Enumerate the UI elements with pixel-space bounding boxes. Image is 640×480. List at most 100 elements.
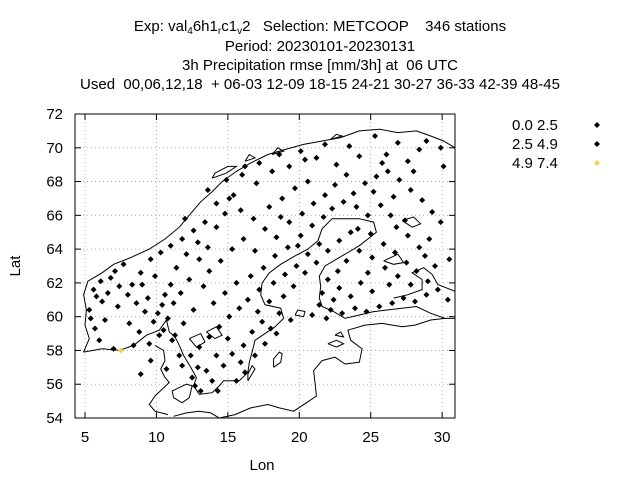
data-point bbox=[302, 269, 308, 276]
data-point bbox=[376, 303, 383, 310]
data-point bbox=[93, 293, 100, 300]
data-point bbox=[383, 151, 390, 158]
data-point bbox=[112, 268, 118, 275]
data-point bbox=[213, 224, 220, 231]
data-point bbox=[236, 305, 243, 312]
coastline-segment bbox=[393, 267, 455, 299]
data-point bbox=[226, 313, 233, 320]
coastline-segment bbox=[247, 364, 256, 382]
data-point bbox=[310, 200, 317, 207]
data-point bbox=[253, 180, 260, 187]
data-point bbox=[304, 251, 311, 258]
data-point bbox=[172, 332, 178, 339]
data-point bbox=[370, 188, 377, 195]
data-point bbox=[204, 187, 211, 193]
data-point bbox=[120, 261, 127, 268]
coastline-segment bbox=[206, 326, 223, 340]
data-point bbox=[404, 232, 411, 239]
data-point bbox=[209, 377, 216, 384]
coastline-segment bbox=[148, 344, 170, 416]
legend-marker bbox=[594, 141, 600, 147]
data-point bbox=[180, 320, 187, 327]
data-point bbox=[379, 159, 386, 166]
data-point bbox=[90, 286, 97, 293]
data-point bbox=[347, 293, 354, 300]
data-point bbox=[92, 325, 98, 332]
data-point bbox=[262, 225, 268, 232]
data-point bbox=[297, 148, 304, 155]
data-point bbox=[396, 176, 403, 183]
data-point bbox=[329, 205, 336, 212]
data-point bbox=[423, 138, 430, 145]
data-point bbox=[233, 377, 240, 384]
coastline-segment bbox=[244, 153, 257, 162]
data-point bbox=[167, 242, 174, 249]
legend-label: 0.0 2.5 bbox=[512, 117, 558, 134]
data-point bbox=[142, 308, 148, 315]
coastline-segment bbox=[211, 165, 239, 179]
data-point bbox=[223, 176, 230, 183]
y-tick-label: 72 bbox=[46, 106, 63, 123]
data-point bbox=[213, 200, 220, 207]
data-point bbox=[164, 315, 171, 322]
data-point bbox=[156, 332, 163, 339]
chart-title-used-steps: Used 00,06,12,18 + 06-03 12-09 18-15 24-… bbox=[80, 76, 560, 93]
data-point bbox=[129, 281, 136, 288]
data-point bbox=[152, 273, 158, 280]
data-point bbox=[242, 369, 248, 376]
data-point bbox=[187, 352, 194, 359]
data-point bbox=[273, 234, 280, 241]
data-point bbox=[277, 214, 284, 221]
data-point bbox=[313, 154, 320, 161]
data-point bbox=[147, 357, 154, 364]
data-point bbox=[276, 310, 283, 317]
data-point bbox=[382, 264, 388, 271]
data-point bbox=[254, 308, 261, 315]
data-point bbox=[372, 132, 378, 139]
coastline-segment bbox=[334, 331, 345, 338]
chart-title-line-1: Exp: val46h1rc1v2 Selection: METCOOP 346… bbox=[0, 17, 640, 41]
data-point bbox=[332, 181, 338, 188]
data-point bbox=[183, 251, 190, 258]
coastline-segment bbox=[401, 216, 422, 228]
data-point bbox=[154, 310, 161, 317]
data-point bbox=[146, 340, 153, 347]
coastline-segment bbox=[171, 383, 193, 404]
data-point bbox=[309, 222, 316, 229]
x-tick-label: 15 bbox=[220, 429, 237, 446]
coastline-segment bbox=[383, 253, 405, 265]
data-point bbox=[294, 242, 301, 249]
coastline-map bbox=[83, 128, 455, 418]
data-point bbox=[162, 291, 168, 298]
data-point bbox=[347, 229, 354, 236]
data-point bbox=[324, 247, 331, 254]
data-point bbox=[327, 306, 334, 313]
data-point bbox=[353, 203, 360, 210]
data-point bbox=[429, 208, 436, 215]
x-tick-label: 30 bbox=[434, 429, 451, 446]
data-point bbox=[147, 256, 154, 263]
legend-label: 2.5 4.9 bbox=[512, 136, 558, 153]
data-point bbox=[144, 295, 151, 302]
data-point bbox=[102, 317, 108, 324]
y-tick-label: 58 bbox=[46, 342, 63, 359]
data-point bbox=[373, 173, 380, 180]
data-point bbox=[240, 235, 247, 242]
data-point bbox=[97, 278, 104, 285]
data-point bbox=[213, 352, 220, 359]
data-point bbox=[133, 300, 140, 307]
data-point bbox=[266, 203, 273, 210]
data-point bbox=[196, 256, 203, 263]
data-point bbox=[413, 268, 420, 275]
data-point bbox=[99, 298, 106, 305]
data-point bbox=[279, 195, 286, 202]
data-point bbox=[216, 323, 223, 330]
data-point bbox=[410, 168, 417, 175]
data-point bbox=[384, 168, 391, 175]
chart-title-period: Period: 20230101-20230131 bbox=[224, 38, 416, 55]
data-point bbox=[167, 281, 174, 288]
data-point bbox=[189, 374, 196, 381]
data-point bbox=[136, 328, 143, 335]
data-point bbox=[380, 241, 387, 248]
